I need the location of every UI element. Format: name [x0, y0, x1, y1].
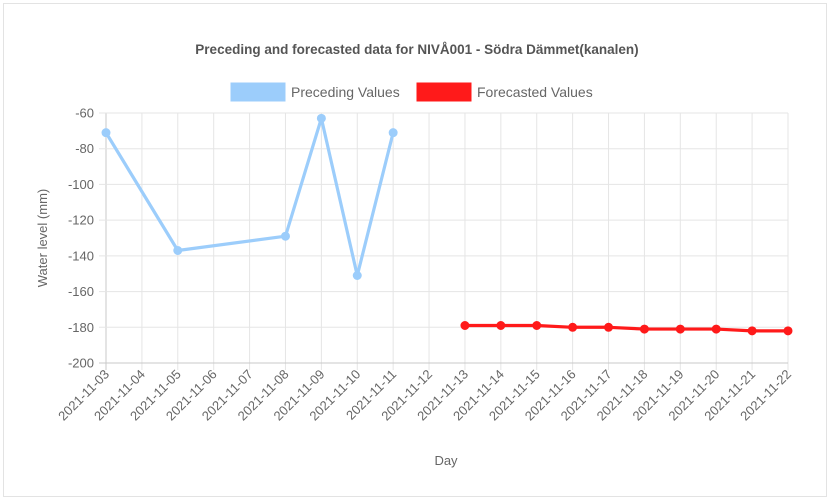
data-point[interactable] [101, 128, 111, 138]
legend-swatch-forecasted [416, 82, 472, 102]
axes: -60-80-100-120-140-160-180-2002021-11-03… [55, 106, 794, 424]
grid [99, 112, 789, 370]
y-tick-label: -200 [68, 356, 94, 371]
y-tick-label: -80 [75, 141, 94, 156]
data-point[interactable] [747, 326, 757, 336]
y-tick-label: -180 [68, 320, 94, 335]
y-tick-label: -100 [68, 177, 94, 192]
legend-swatch-preceding [230, 82, 286, 102]
legend-item-preceding[interactable]: Preceding Values [230, 82, 400, 102]
data-point[interactable] [532, 321, 542, 330]
data-point[interactable] [280, 231, 290, 241]
data-point[interactable] [783, 326, 793, 336]
chart-title: Preceding and forecasted data for NIVÅ00… [195, 42, 638, 57]
legend-label-forecasted: Forecasted Values [477, 84, 593, 100]
y-tick-label: -160 [68, 284, 94, 299]
y-tick-label: -60 [75, 106, 94, 121]
series-line [104, 116, 395, 278]
data-point[interactable] [173, 246, 183, 255]
data-point[interactable] [388, 128, 398, 138]
data-point[interactable] [496, 321, 506, 330]
data-point[interactable] [604, 322, 614, 332]
y-tick-label: -140 [68, 248, 94, 263]
series-forecasted [460, 321, 793, 336]
data-point[interactable] [460, 321, 470, 330]
series-line [463, 323, 790, 333]
data-point[interactable] [316, 113, 326, 123]
y-axis-label: Water level (mm) [35, 189, 50, 287]
legend-label-preceding: Preceding Values [291, 84, 400, 100]
legend-item-forecasted[interactable]: Forecasted Values [416, 82, 593, 102]
series-layer [101, 113, 793, 336]
x-axis-label: Day [434, 453, 458, 468]
chart-frame [3, 3, 827, 497]
data-point[interactable] [711, 324, 721, 334]
series-preceding [101, 113, 398, 280]
data-point[interactable] [675, 324, 685, 334]
legend: Preceding Values Forecasted Values [230, 82, 593, 102]
data-point[interactable] [352, 271, 362, 280]
data-point[interactable] [639, 324, 649, 334]
y-tick-label: -120 [68, 213, 94, 228]
data-point[interactable] [568, 322, 578, 332]
